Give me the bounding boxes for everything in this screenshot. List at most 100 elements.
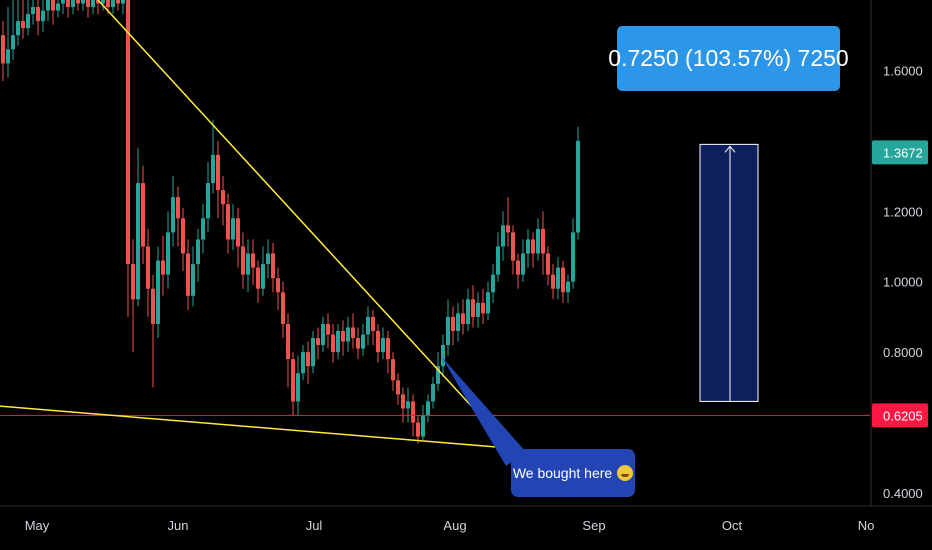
- candle: [356, 327, 360, 360]
- candle: [51, 0, 55, 25]
- time-tick-label: Sep: [582, 518, 605, 533]
- candle: [481, 288, 485, 324]
- candle-body: [236, 218, 240, 247]
- candle: [521, 239, 525, 282]
- candle: [576, 126, 580, 240]
- trendlines[interactable]: [0, 0, 499, 448]
- candle: [431, 376, 435, 409]
- candle-body: [206, 183, 210, 219]
- candle-body: [476, 302, 480, 317]
- callout-pointer: [441, 356, 526, 466]
- time-axis[interactable]: May Jun Jul Aug Sep Oct No: [0, 505, 932, 533]
- callout-bubble[interactable]: We bought here: [511, 449, 635, 497]
- candle-body: [266, 253, 270, 265]
- measure-rectangle[interactable]: [699, 143, 759, 402]
- price-tag-bg: [872, 403, 928, 428]
- candle-body: [146, 246, 150, 289]
- candle: [301, 345, 305, 381]
- candle: [226, 193, 230, 254]
- candle: [501, 211, 505, 261]
- candle: [456, 302, 460, 342]
- candle-body: [241, 246, 245, 275]
- candle: [11, 0, 15, 60]
- candle-body: [101, 0, 105, 4]
- candle-body: [426, 401, 430, 416]
- candle: [71, 0, 75, 15]
- candles-layer: [1, 0, 580, 444]
- candle-body: [376, 330, 380, 353]
- candle-body: [136, 183, 140, 300]
- candle: [201, 204, 205, 254]
- trendline[interactable]: [0, 401, 499, 448]
- candle: [271, 242, 275, 293]
- candle-body: [471, 299, 475, 317]
- candle-body: [11, 35, 15, 50]
- price-tick-label: 1.6000: [883, 63, 923, 78]
- candle: [471, 285, 475, 328]
- price-axis[interactable]: 1.6000 1.2000 1.0000 0.8000 0.4000: [870, 0, 923, 506]
- candle: [506, 197, 510, 247]
- candle: [131, 239, 135, 353]
- candle-body: [156, 260, 160, 324]
- candle: [136, 147, 140, 307]
- candle-body: [201, 218, 205, 240]
- candle-body: [281, 292, 285, 324]
- candle-body: [186, 253, 190, 296]
- candle: [86, 0, 90, 18]
- candle: [206, 161, 210, 233]
- candle: [326, 313, 330, 349]
- candle-body: [511, 232, 515, 261]
- candle: [516, 253, 520, 289]
- candle: [466, 288, 470, 331]
- candle-body: [46, 0, 50, 11]
- candle: [41, 0, 45, 32]
- candle-body: [496, 246, 500, 275]
- candle-body: [571, 232, 575, 282]
- candle-body: [561, 267, 565, 293]
- candle: [316, 327, 320, 360]
- candle: [56, 0, 60, 18]
- trendline[interactable]: [97, 0, 494, 431]
- candle-body: [196, 239, 200, 265]
- candle-body: [61, 0, 65, 4]
- candle: [221, 176, 225, 226]
- candle: [151, 274, 155, 388]
- price-tick-label: 1.0000: [883, 275, 923, 290]
- candle-body: [121, 0, 125, 4]
- candle: [96, 0, 100, 15]
- candle: [476, 292, 480, 328]
- candle-body: [111, 0, 115, 8]
- candle-body: [436, 366, 440, 384]
- candle: [231, 204, 235, 250]
- candle-body: [291, 359, 295, 402]
- time-tick-label: Aug: [443, 518, 466, 533]
- candle-body: [66, 0, 70, 8]
- measure-label-text: 0.7250 (103.57%) 7250: [608, 45, 849, 71]
- candle-body: [91, 0, 95, 8]
- measure-label[interactable]: 0.7250 (103.57%) 7250: [608, 26, 849, 91]
- candle: [566, 274, 570, 303]
- candle-body: [106, 0, 110, 8]
- candle-body: [261, 264, 265, 289]
- price-tag-label: 0.6205: [883, 408, 923, 423]
- candle-body: [541, 228, 545, 254]
- candle-body: [546, 253, 550, 275]
- candle: [251, 239, 255, 286]
- candle: [161, 235, 165, 296]
- time-tick-label: Jun: [168, 518, 189, 533]
- candle: [296, 355, 300, 416]
- candle: [276, 267, 280, 310]
- candle: [331, 323, 335, 363]
- candle-body: [491, 274, 495, 293]
- candle-body: [331, 334, 335, 353]
- candle-body: [321, 323, 325, 346]
- candle-body: [341, 330, 345, 342]
- candle: [36, 0, 40, 36]
- candle: [551, 264, 555, 300]
- candle: [141, 165, 145, 265]
- candle-body: [446, 316, 450, 346]
- candle: [31, 0, 35, 25]
- candle-body: [461, 313, 465, 324]
- candle-body: [216, 154, 220, 191]
